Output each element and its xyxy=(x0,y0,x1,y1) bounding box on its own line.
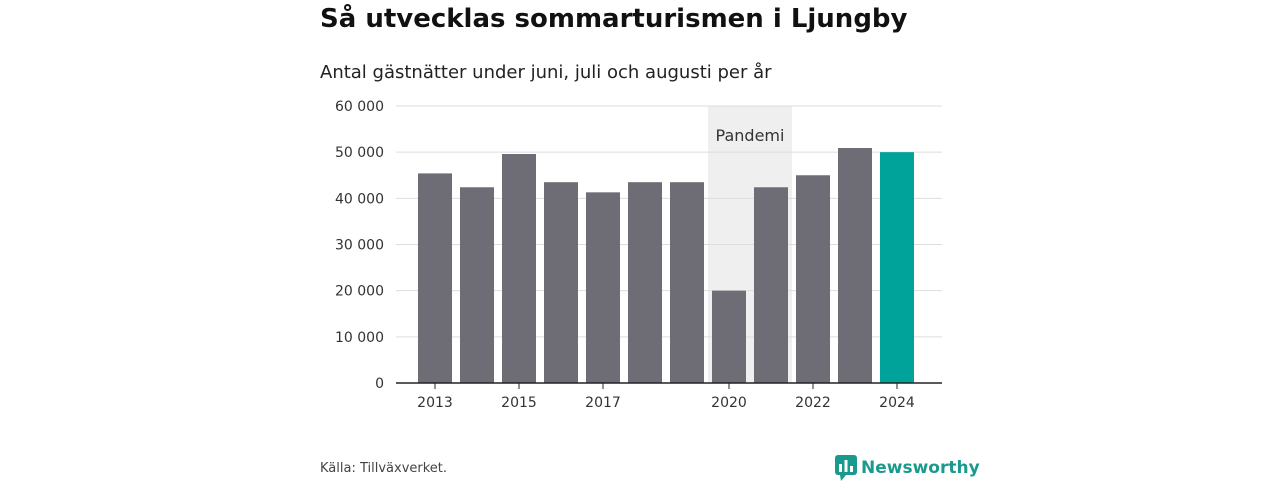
y-tick-label: 10 000 xyxy=(335,330,384,346)
bar-2015 xyxy=(502,154,536,383)
y-tick-label: 20 000 xyxy=(335,284,384,300)
bar-2017 xyxy=(586,192,620,383)
x-tick-label: 2020 xyxy=(711,395,747,411)
y-tick-label: 40 000 xyxy=(335,191,384,207)
x-tick-label: 2015 xyxy=(501,395,537,411)
bar-2023 xyxy=(838,148,872,383)
x-tick-label: 2017 xyxy=(585,395,621,411)
brand-name: Newsworthy xyxy=(861,458,980,478)
bar-2018 xyxy=(628,182,662,383)
brand: Newsworthy xyxy=(835,455,980,481)
bar-2019 xyxy=(670,182,704,383)
newsworthy-logo-icon xyxy=(835,455,857,481)
x-tick-label: 2013 xyxy=(417,395,453,411)
bar-2022 xyxy=(796,175,830,383)
bar-2016 xyxy=(544,182,578,383)
pandemic-label: Pandemi xyxy=(716,126,785,145)
y-tick-label: 60 000 xyxy=(335,99,384,115)
chart-subtitle: Antal gästnätter under juni, juli och au… xyxy=(320,62,772,83)
x-tick-label: 2024 xyxy=(879,395,915,411)
bar-chart: Pandemi 0 10 000 20 000 30 000 40 000 50 000 60… xyxy=(335,99,942,411)
bar-2013 xyxy=(418,173,452,383)
y-tick-label: 30 000 xyxy=(335,238,384,254)
x-tick-label: 2022 xyxy=(795,395,831,411)
y-tick-label: 50 000 xyxy=(335,145,384,161)
y-tick-label: 0 xyxy=(375,376,384,392)
bar-2021 xyxy=(754,187,788,383)
bar-2020 xyxy=(712,290,746,383)
chart-title: Så utvecklas sommarturismen i Ljungby xyxy=(320,4,908,34)
bar-2014 xyxy=(460,187,494,383)
bar-2024 xyxy=(880,152,914,383)
source-note: Källa: Tillväxverket. xyxy=(320,461,448,476)
